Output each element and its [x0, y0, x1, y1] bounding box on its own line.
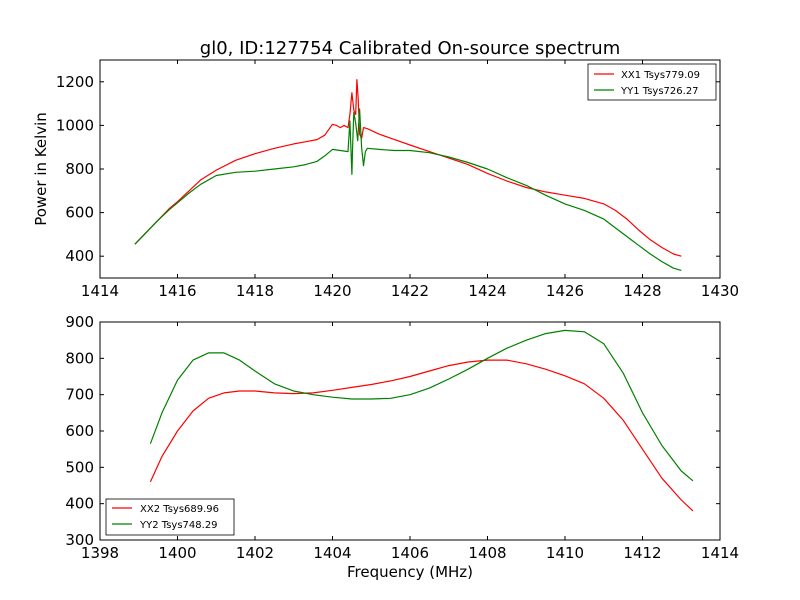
bottom-x-tick-label: 1406	[391, 544, 429, 562]
legend-label-yy2: YY2 Tsys748.29	[139, 520, 218, 531]
bottom-y-tick-label: 900	[65, 313, 94, 331]
top-y-tick-label: 1000	[56, 116, 94, 134]
top-x-tick-label: 1428	[623, 282, 661, 300]
top-x-tick-label: 1424	[468, 282, 506, 300]
top-x-tick-label: 1426	[546, 282, 584, 300]
bottom-y-tick-label: 300	[65, 531, 94, 549]
top-subplot: 1414 1416 1418 1420 1422 1424 1426 1428 1430 400 6…	[32, 59, 739, 300]
legend-label-xx1: XX1 Tsys779.09	[621, 70, 700, 81]
bottom-x-tick-label: 1402	[236, 544, 274, 562]
bottom-plot-frame	[99, 321, 721, 541]
bottom-x-tick-label: 1398	[81, 544, 119, 562]
bottom-x-tick-label: 1408	[468, 544, 506, 562]
top-plot-frame	[99, 59, 721, 279]
top-x-tick-label: 1430	[701, 282, 739, 300]
bottom-x-tick-label: 1414	[701, 544, 739, 562]
top-y-tick-label: 1200	[56, 73, 94, 91]
top-x-tick-label: 1418	[236, 282, 274, 300]
top-y-axis-label: Power in Kelvin	[32, 112, 50, 226]
bottom-series-line-1	[149, 329, 694, 482]
top-y-tick-label: 800	[65, 160, 94, 178]
top-legend: XX1 Tsys779.09 YY1 Tsys726.27	[587, 63, 717, 101]
top-y-tick-label: 600	[65, 204, 94, 222]
bottom-x-tick-label: 1400	[158, 544, 196, 562]
top-x-tick-label: 1414	[81, 282, 119, 300]
top-series-line-1	[134, 108, 682, 271]
bottom-x-tick-label: 1412	[623, 544, 661, 562]
top-tick-layer: 1414 1416 1418 1420 1422 1424 1426 1428 1430 400 6…	[56, 60, 739, 300]
top-x-tick-label: 1416	[158, 282, 196, 300]
top-legend-box	[587, 63, 717, 101]
bottom-x-axis-label: Frequency (MHz)	[347, 563, 473, 581]
top-y-tick-label: 400	[65, 247, 94, 265]
bottom-tick-layer: 1398 1400 1402 1404 1406 1408 1410 1412 1414 300 4…	[65, 313, 739, 562]
chart-title: gl0, ID:127754 Calibrated On-source spec…	[200, 38, 620, 59]
top-series-line-0	[134, 78, 682, 257]
legend-label-yy1: YY1 Tsys726.27	[620, 86, 699, 97]
bottom-series-line-0	[149, 359, 694, 512]
bottom-y-tick-label: 500	[65, 458, 94, 476]
bottom-y-tick-label: 600	[65, 422, 94, 440]
bottom-x-tick-label: 1404	[313, 544, 351, 562]
top-x-tick-label: 1420	[313, 282, 351, 300]
bottom-legend-box	[105, 498, 235, 536]
bottom-y-tick-label: 400	[65, 495, 94, 513]
top-series-layer	[134, 78, 682, 271]
bottom-x-tick-label: 1410	[546, 544, 584, 562]
bottom-legend: XX2 Tsys689.96 YY2 Tsys748.29	[105, 498, 235, 536]
legend-label-xx2: XX2 Tsys689.96	[140, 504, 219, 515]
bottom-subplot: 1398 1400 1402 1404 1406 1408 1410 1412 1414 300 4…	[65, 313, 739, 581]
bottom-y-tick-label: 700	[65, 386, 94, 404]
bottom-series-layer	[149, 329, 694, 512]
top-x-tick-label: 1422	[391, 282, 429, 300]
bottom-y-tick-label: 800	[65, 349, 94, 367]
